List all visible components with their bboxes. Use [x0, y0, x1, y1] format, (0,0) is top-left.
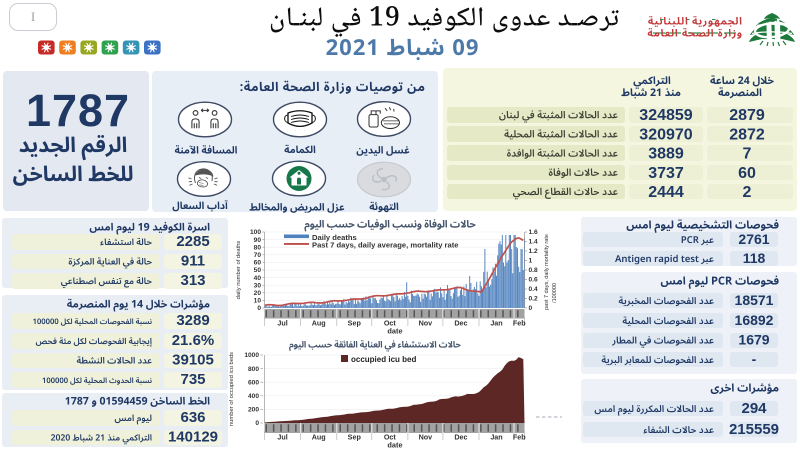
svg-text:313: 313	[180, 272, 205, 289]
svg-text:400: 400	[248, 393, 259, 400]
svg-text:Daily deaths: Daily deaths	[312, 233, 357, 242]
svg-text:Sep: Sep	[348, 319, 362, 328]
svg-text:2444: 2444	[648, 184, 684, 201]
svg-text:date: date	[387, 441, 402, 450]
svg-text:Oct: Oct	[384, 433, 397, 442]
svg-text:2761: 2761	[738, 231, 769, 247]
svg-text:Jul: Jul	[277, 319, 287, 328]
svg-text:number of occupied icu beds: number of occupied icu beds	[229, 352, 235, 426]
svg-text:600: 600	[248, 379, 259, 386]
svg-text:39105: 39105	[172, 352, 214, 369]
svg-text:0.4: 0.4	[529, 286, 538, 293]
svg-text:/100000: /100000	[552, 283, 558, 303]
svg-text:18571: 18571	[735, 292, 774, 308]
svg-text:daily number of deaths: daily number of deaths	[236, 241, 242, 300]
svg-text:7: 7	[743, 146, 752, 163]
svg-text:10: 10	[254, 298, 262, 305]
svg-text:0.2: 0.2	[529, 296, 538, 303]
svg-text:60: 60	[254, 260, 262, 267]
svg-text:Past 7 days, daily average, mo: Past 7 days, daily average, mortality ra…	[312, 241, 458, 250]
svg-text:3289: 3289	[176, 312, 209, 329]
svg-text:1679: 1679	[738, 332, 769, 348]
svg-text:Jan: Jan	[490, 433, 502, 442]
svg-text:0: 0	[255, 420, 259, 427]
svg-text:215559: 215559	[729, 421, 779, 438]
svg-text:140129: 140129	[168, 429, 218, 446]
svg-text:Dec: Dec	[454, 319, 467, 328]
svg-text:Feb: Feb	[513, 433, 526, 442]
svg-text:60: 60	[738, 165, 756, 182]
svg-text:100: 100	[250, 229, 261, 236]
svg-text:Aug: Aug	[312, 319, 326, 328]
svg-text:1.2: 1.2	[529, 248, 538, 255]
svg-text:911: 911	[181, 253, 205, 270]
svg-text:2872: 2872	[729, 126, 765, 143]
svg-text:735: 735	[180, 371, 205, 388]
svg-text:90: 90	[254, 237, 262, 244]
svg-text:1.6: 1.6	[529, 229, 538, 236]
svg-text:2879: 2879	[729, 107, 765, 124]
svg-text:200: 200	[248, 407, 259, 414]
svg-text:1: 1	[529, 258, 533, 265]
svg-text:occupied icu bed: occupied icu bed	[351, 355, 416, 364]
svg-text:80: 80	[254, 244, 262, 251]
svg-text:Jul: Jul	[277, 433, 287, 442]
svg-text:636: 636	[180, 409, 205, 426]
svg-text:date: date	[387, 327, 402, 336]
svg-text:3737: 3737	[648, 165, 684, 182]
svg-text:2: 2	[743, 184, 752, 201]
svg-text:0.6: 0.6	[529, 277, 538, 284]
svg-text:1787: 1787	[26, 85, 130, 136]
svg-text:21.6%: 21.6%	[172, 332, 215, 349]
svg-text:Dec: Dec	[454, 433, 467, 442]
svg-text:16892: 16892	[735, 312, 774, 328]
svg-text:3889: 3889	[648, 146, 684, 163]
svg-text:294: 294	[741, 400, 767, 417]
svg-text:0: 0	[529, 305, 533, 312]
svg-text:70: 70	[254, 252, 262, 259]
svg-text:324859: 324859	[639, 107, 692, 124]
svg-text:Sep: Sep	[348, 433, 362, 442]
svg-text:20: 20	[254, 290, 262, 297]
svg-text:Jan: Jan	[490, 319, 502, 328]
svg-text:1000: 1000	[244, 352, 259, 359]
svg-text:50: 50	[254, 267, 262, 274]
svg-text:40: 40	[254, 275, 262, 282]
svg-text:Aug: Aug	[312, 433, 326, 442]
svg-text:Nov: Nov	[419, 433, 433, 442]
svg-text:past 7 days, daily mortality r: past 7 days, daily mortality rate	[544, 234, 550, 310]
svg-text:Feb: Feb	[513, 319, 526, 328]
svg-text:-: -	[752, 351, 757, 367]
svg-text:800: 800	[248, 366, 259, 373]
svg-text:0: 0	[257, 305, 261, 312]
svg-text:Oct: Oct	[384, 319, 397, 328]
svg-text:30: 30	[254, 282, 262, 289]
svg-text:320970: 320970	[639, 126, 692, 143]
svg-text:118: 118	[743, 250, 766, 266]
svg-text:1.4: 1.4	[529, 239, 538, 246]
svg-text:2285: 2285	[176, 233, 209, 250]
svg-text:0.8: 0.8	[529, 267, 538, 274]
svg-text:Nov: Nov	[419, 319, 433, 328]
